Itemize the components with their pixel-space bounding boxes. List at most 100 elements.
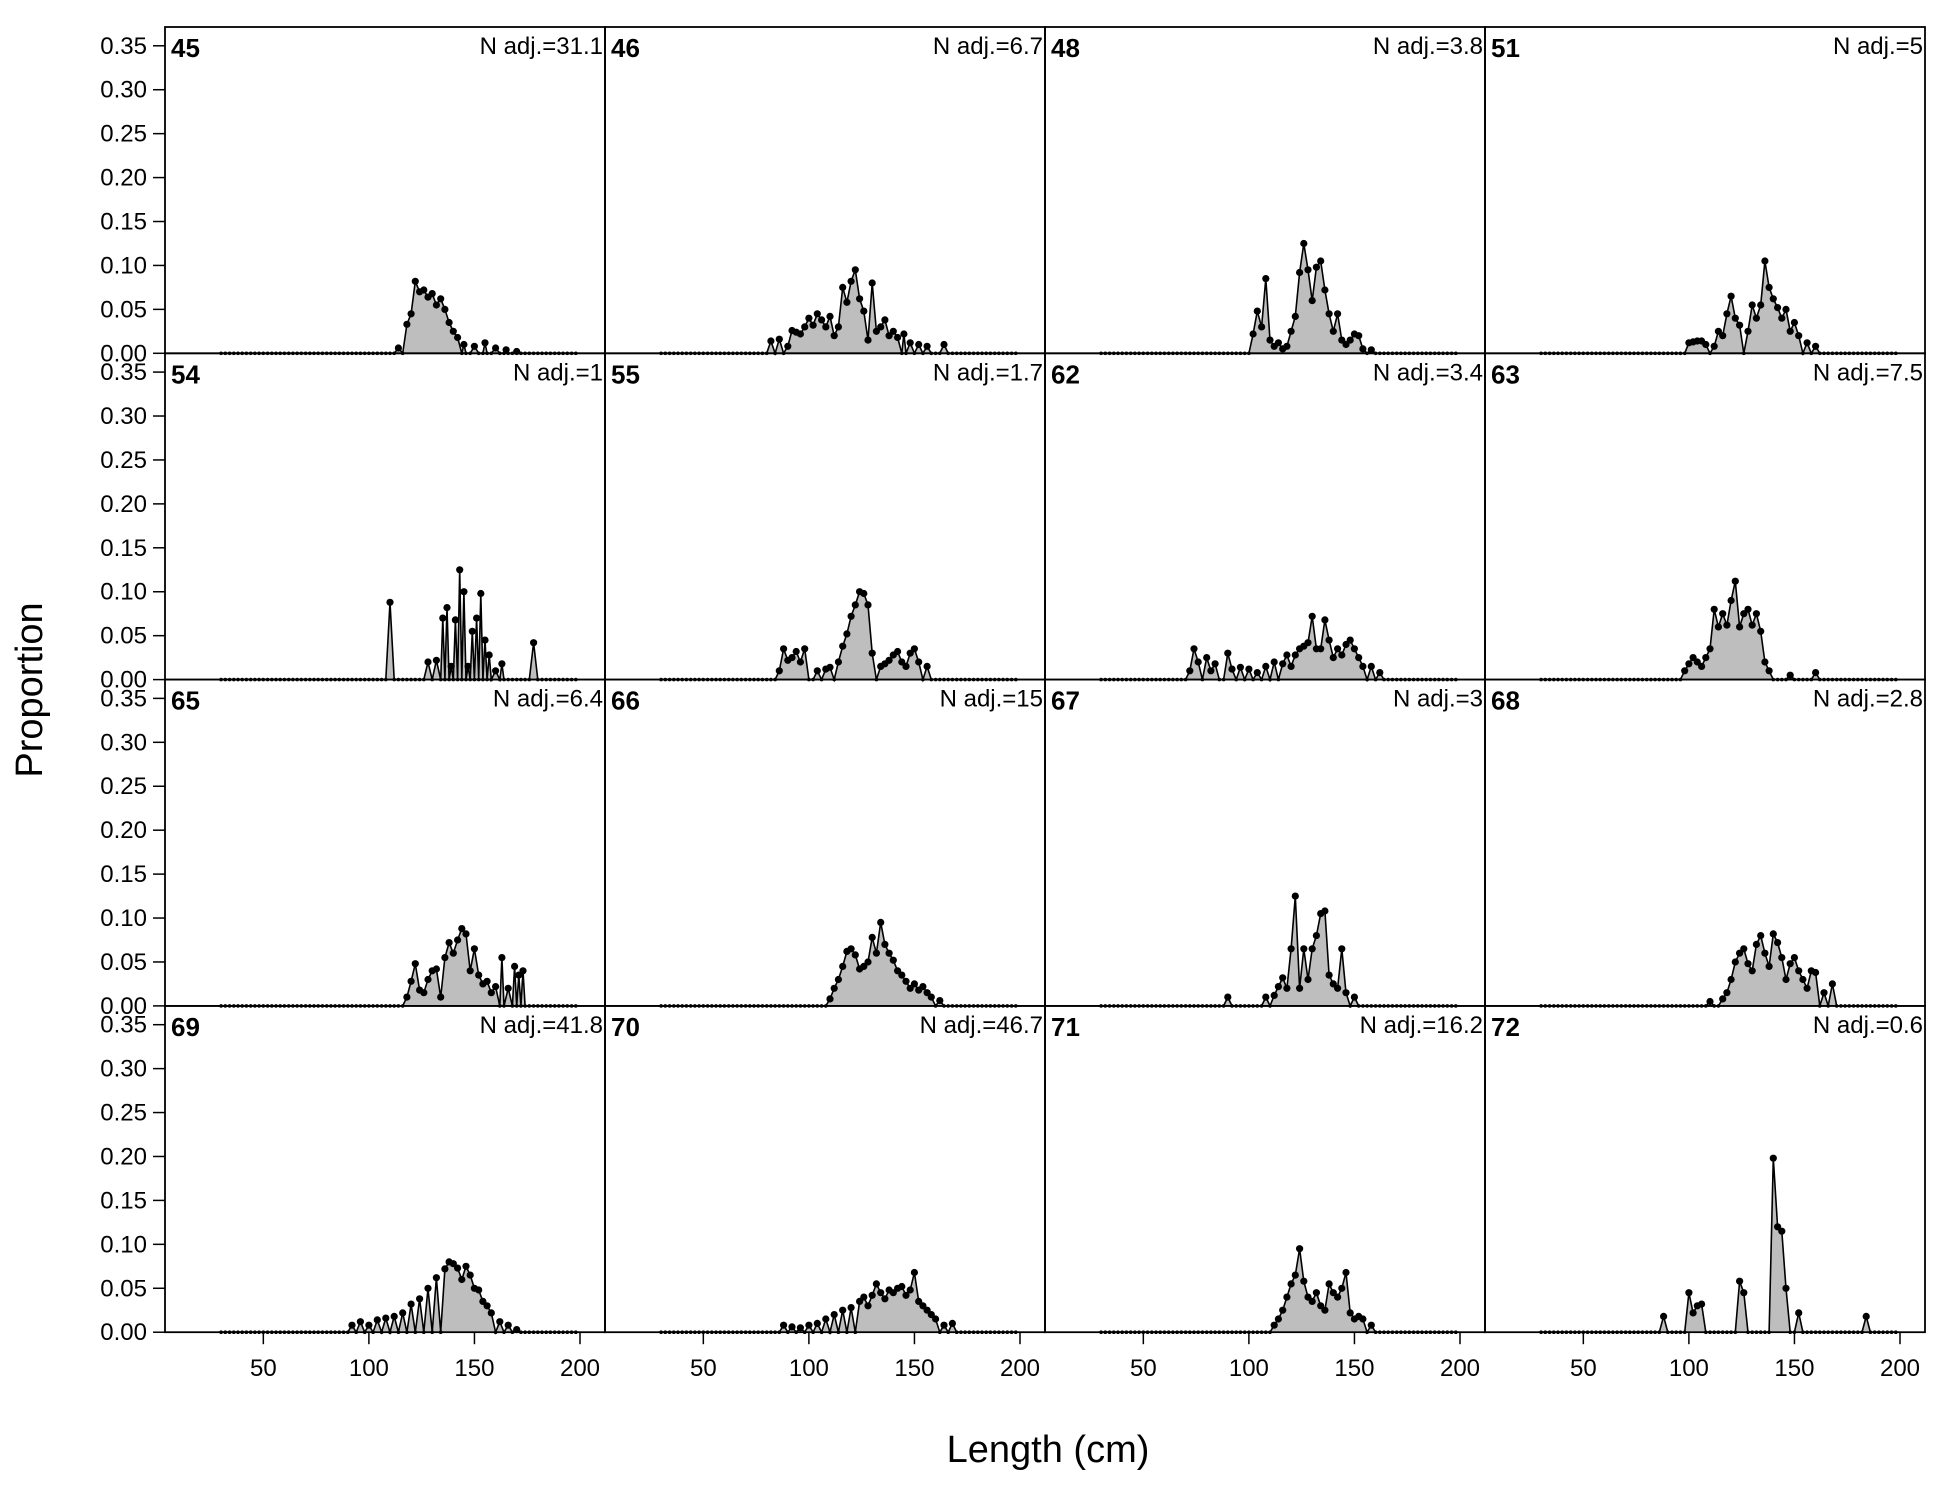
data-point <box>1325 636 1333 644</box>
data-point <box>1367 346 1375 354</box>
data-point <box>1338 1284 1346 1292</box>
data-point <box>1287 1280 1295 1288</box>
data-point <box>1752 610 1760 618</box>
data-point <box>504 984 512 992</box>
data-point <box>1308 1297 1316 1305</box>
data-point <box>466 1271 474 1279</box>
panel-62: 62 N adj.=3.4 <box>1044 352 1486 683</box>
panel-id-label: 45 <box>171 33 200 63</box>
data-point <box>1714 327 1722 335</box>
data-point <box>927 1311 935 1319</box>
data-point <box>1761 257 1769 265</box>
data-point <box>1283 984 1291 992</box>
y-tick-label: 0.00 <box>100 993 147 1020</box>
n-adj-label: N adj.=3.4 <box>1373 359 1483 386</box>
data-point <box>1795 1309 1803 1317</box>
data-point <box>1329 1289 1337 1297</box>
panel-45: 45 N adj.=31.1 <box>164 26 606 356</box>
data-point <box>885 656 893 664</box>
data-point <box>456 566 464 574</box>
panel-51: 51 N adj.=5 <box>1484 26 1926 356</box>
data-point <box>1308 612 1316 620</box>
n-adj-label: N adj.=3 <box>1393 686 1483 713</box>
panel-65: 65 N adj.=6.4 <box>164 678 606 1008</box>
data-point <box>881 316 889 324</box>
data-point <box>1321 616 1329 624</box>
area-fill <box>1101 243 1456 354</box>
data-point <box>1291 1271 1299 1279</box>
data-point <box>394 344 402 352</box>
data-point <box>889 956 897 964</box>
series-line <box>661 1272 1016 1336</box>
data-point <box>1719 332 1727 340</box>
data-point <box>1795 332 1803 340</box>
data-point <box>1334 1293 1342 1301</box>
panel-frame <box>1484 678 1926 1007</box>
data-point <box>1325 1280 1333 1288</box>
data-point <box>432 301 440 309</box>
data-point <box>496 1318 504 1326</box>
data-point <box>900 330 908 338</box>
area-fill <box>661 269 1016 354</box>
data-point <box>1744 960 1752 968</box>
data-point <box>1283 651 1291 659</box>
data-point <box>420 989 428 997</box>
data-point <box>839 962 847 970</box>
data-point <box>1304 639 1312 647</box>
data-point <box>1748 301 1756 309</box>
data-point <box>1194 658 1202 666</box>
data-point <box>1283 342 1291 350</box>
x-tick-label: 150 <box>1334 1355 1374 1382</box>
data-point <box>809 321 817 329</box>
data-point <box>1769 930 1777 938</box>
x-tick-label: 100 <box>789 1355 829 1382</box>
data-point <box>923 342 931 350</box>
data-point <box>1748 621 1756 629</box>
data-point <box>923 662 931 670</box>
data-point <box>868 933 876 941</box>
data-point <box>847 945 855 953</box>
data-point <box>365 1321 373 1329</box>
y-tick-label: 0.15 <box>100 535 147 562</box>
data-point <box>826 663 834 671</box>
data-point <box>454 936 462 944</box>
data-point <box>1782 975 1790 984</box>
data-point <box>902 1291 910 1299</box>
data-point <box>403 993 411 1001</box>
n-adj-label: N adj.=7.5 <box>1813 359 1923 386</box>
data-point <box>1258 323 1266 331</box>
data-point <box>1681 667 1689 675</box>
data-point <box>818 316 826 324</box>
data-point <box>485 651 493 659</box>
series-line <box>1101 616 1456 683</box>
data-point <box>1706 997 1714 1006</box>
data-point <box>1706 645 1714 653</box>
data-point <box>1266 336 1274 344</box>
panel-id-label: 62 <box>1051 359 1080 389</box>
data-point <box>1304 266 1312 274</box>
data-point <box>1312 1289 1320 1297</box>
data-point <box>1291 892 1299 900</box>
data-point <box>1334 984 1342 992</box>
data-point <box>481 636 489 644</box>
data-point <box>834 658 842 666</box>
data-point <box>872 327 880 335</box>
y-tick-label: 0.15 <box>100 861 147 888</box>
data-point <box>1782 1284 1790 1292</box>
data-point <box>1186 667 1194 675</box>
y-tick-label: 0.10 <box>100 905 147 932</box>
data-point <box>1774 304 1782 312</box>
data-point <box>1287 327 1295 335</box>
y-axis: 0.000.050.100.150.200.250.300.350.000.05… <box>100 33 165 1346</box>
data-point <box>1710 605 1718 613</box>
data-point <box>839 642 847 650</box>
data-point <box>1274 983 1282 991</box>
data-point <box>839 1306 847 1314</box>
data-point <box>877 323 885 331</box>
data-point <box>1253 669 1261 677</box>
data-point <box>424 658 432 666</box>
panel-69: 69 N adj.=41.8 <box>164 1005 606 1336</box>
n-adj-label: N adj.=5 <box>1833 33 1923 60</box>
data-point <box>464 662 472 670</box>
panel-id-label: 46 <box>611 33 640 63</box>
